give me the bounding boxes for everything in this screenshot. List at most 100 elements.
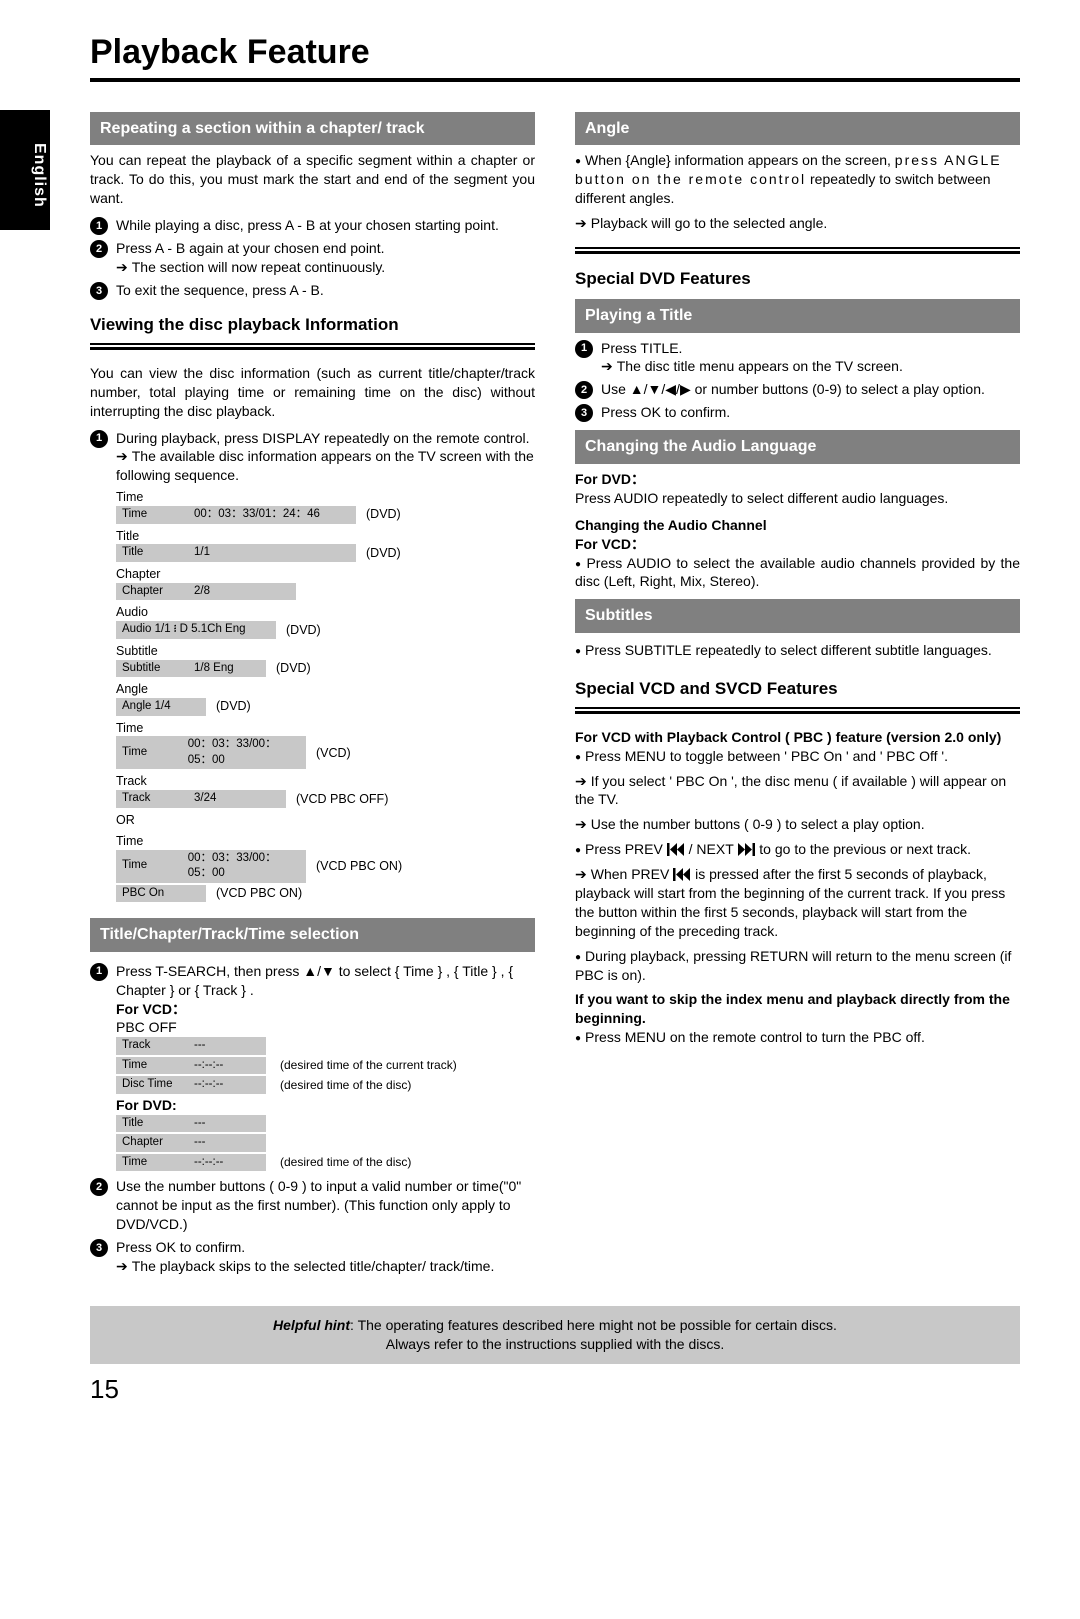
info-row-label: Time [116, 489, 535, 506]
info-row: PBC On(VCD PBC ON) [116, 885, 535, 903]
info-row-label: Subtitle [116, 643, 535, 660]
info-row-label: Chapter [116, 566, 535, 583]
disc-info-sequence: TimeTime00：03：33/01：24：46(DVD)TitleTitle… [116, 489, 535, 902]
pbc-a1: If you select ' PBC On ', the disc menu … [575, 772, 1020, 810]
info-grey-box: Time00：03：33/00：05：00 [116, 736, 306, 769]
info-grey-box: Time00：03：33/00：05：00 [116, 850, 306, 883]
info-row: Title1/1(DVD) [116, 544, 535, 562]
search-row: Chapter--- [116, 1134, 535, 1152]
search-grey-box: Title--- [116, 1115, 266, 1133]
info-grey-box: Audio 1/1 ᎒ D 5.1Ch Eng [116, 621, 276, 639]
audio-vcd-bullet: Press AUDIO to select the available audi… [575, 554, 1020, 592]
heading-view-info: Viewing the disc playback Information [90, 314, 535, 337]
section-selection: Title/Chapter/Track/Time selection [90, 918, 535, 952]
info-row-label: Track [116, 773, 535, 790]
angle-text: When {Angle} information appears on the … [575, 151, 1020, 208]
selection-step-2: 2 Use the number buttons ( 0-9 ) to inpu… [90, 1177, 535, 1234]
info-row-label: Audio [116, 604, 535, 621]
search-grey-box: Time--:--:-- [116, 1154, 266, 1172]
rule [575, 707, 1020, 714]
subtitles-bullet: Press SUBTITLE repeatedly to select diff… [575, 641, 1020, 660]
search-grey-box: Chapter--- [116, 1134, 266, 1152]
page-title: Playback Feature [90, 30, 1020, 82]
title-step-2: 2 Use ▲/▼/◀/▶ or number buttons (0-9) to… [575, 380, 1020, 399]
left-column: Repeating a section within a chapter/ tr… [90, 104, 535, 1280]
vcd-search-rows: Track--- Time--:--:--(desired time of the… [116, 1037, 535, 1094]
info-row: Audio 1/1 ᎒ D 5.1Ch Eng(DVD) [116, 621, 535, 639]
angle-arrow: Playback will go to the selected angle. [575, 214, 1020, 233]
info-row-plain: OR [116, 812, 535, 829]
bullet-1: 1 [90, 430, 108, 448]
info-row-label: Time [116, 833, 535, 850]
bullet-2: 2 [575, 381, 593, 399]
pbc-b4: Press MENU on the remote control to turn… [575, 1028, 1020, 1047]
language-tab: English [0, 110, 50, 230]
search-grey-box: Time--:--:-- [116, 1057, 266, 1075]
search-row: Time--:--:--(desired time of the current… [116, 1057, 535, 1075]
info-grey-box: PBC On [116, 885, 206, 903]
info-row: Chapter2/8 [116, 583, 535, 601]
title-step-1: 1 Press TITLE. The disc title menu appea… [575, 339, 1020, 377]
info-row: Time00：03：33/00：05：00(VCD) [116, 736, 535, 769]
info-row: Time00：03：33/01：24：46(DVD) [116, 506, 535, 524]
view-info-intro: You can view the disc information (such … [90, 364, 535, 421]
info-grey-box: Subtitle1/8 Eng [116, 660, 266, 678]
section-angle: Angle [575, 112, 1020, 146]
info-row: Time00：03：33/00：05：00(VCD PBC ON) [116, 850, 535, 883]
pbc-a3: When PREV is pressed after the first 5 s… [575, 865, 1020, 941]
title-step-3: 3 Press OK to confirm. [575, 403, 1020, 422]
search-grey-box: Disc Time--:--:-- [116, 1076, 266, 1094]
search-row: Disc Time--:--:--(desired time of the di… [116, 1076, 535, 1094]
info-grey-box: Angle 1/4 [116, 698, 206, 716]
prev-icon [673, 868, 691, 881]
repeat-step-1: 1 While playing a disc, press A - B at y… [90, 216, 535, 235]
updown-icon: ▲/▼ [303, 963, 335, 979]
bullet-2: 2 [90, 1178, 108, 1196]
info-row-label: Title [116, 528, 535, 545]
pbc-b1: Press MENU to toggle between ' PBC On ' … [575, 747, 1020, 766]
pbc-b2: Press PREV / NEXT to go to the previous … [575, 840, 1020, 859]
bullet-1: 1 [575, 340, 593, 358]
info-grey-box: Chapter2/8 [116, 583, 296, 601]
pbc-a2: Use the number buttons ( 0-9 ) to select… [575, 815, 1020, 834]
search-row: Track--- [116, 1037, 535, 1055]
info-grey-box: Track3/24 [116, 790, 286, 808]
view-info-step-1: 1 During playback, press DISPLAY repeate… [90, 429, 535, 905]
search-row: Time--:--:--(desired time of the disc) [116, 1154, 535, 1172]
rule [90, 343, 535, 350]
prev-icon [667, 843, 685, 856]
pbc-b3: During playback, pressing RETURN will re… [575, 947, 1020, 985]
heading-special-dvd: Special DVD Features [575, 268, 1020, 291]
section-audio-lang: Changing the Audio Language [575, 430, 1020, 464]
info-row-label: Time [116, 720, 535, 737]
right-column: Angle When {Angle} information appears o… [575, 104, 1020, 1280]
repeat-step-3: 3 To exit the sequence, press A - B. [90, 281, 535, 300]
search-grey-box: Track--- [116, 1037, 266, 1055]
rule [575, 247, 1020, 254]
bullet-1: 1 [90, 217, 108, 235]
selection-step-3: 3 Press OK to confirm. The playback skip… [90, 1238, 535, 1276]
bullet-3: 3 [575, 404, 593, 422]
bullet-3: 3 [90, 282, 108, 300]
selection-step-1: 1 Press T-SEARCH, then press ▲/▼ to sele… [90, 962, 535, 1174]
info-grey-box: Time00：03：33/01：24：46 [116, 506, 356, 524]
bullet-2: 2 [90, 240, 108, 258]
pbc-subhead: For VCD with Playback Control ( PBC ) fe… [575, 728, 1020, 747]
pbc-skip-head: If you want to skip the index menu and p… [575, 990, 1020, 1028]
next-icon [737, 843, 755, 856]
info-grey-box: Title1/1 [116, 544, 356, 562]
dvd-search-rows: Title---Chapter--- Time--:--:--(desired t… [116, 1115, 535, 1172]
bullet-1: 1 [90, 963, 108, 981]
info-row: Angle 1/4(DVD) [116, 698, 535, 716]
section-playing-title: Playing a Title [575, 299, 1020, 333]
audio-channel-head: Changing the Audio Channel [575, 516, 1020, 535]
heading-special-vcd: Special VCD and SVCD Features [575, 678, 1020, 701]
section-subtitles: Subtitles [575, 599, 1020, 633]
info-row: Subtitle1/8 Eng(DVD) [116, 660, 535, 678]
info-row: Track3/24(VCD PBC OFF) [116, 790, 535, 808]
content-columns: Repeating a section within a chapter/ tr… [90, 104, 1020, 1280]
nav4-icon: ▲/▼/◀/▶ [630, 381, 691, 397]
bullet-3: 3 [90, 1239, 108, 1257]
helpful-hint: Helpful hint: The operating features des… [90, 1306, 1020, 1364]
audio-dvd-text: Press AUDIO repeatedly to select differe… [575, 489, 1020, 508]
